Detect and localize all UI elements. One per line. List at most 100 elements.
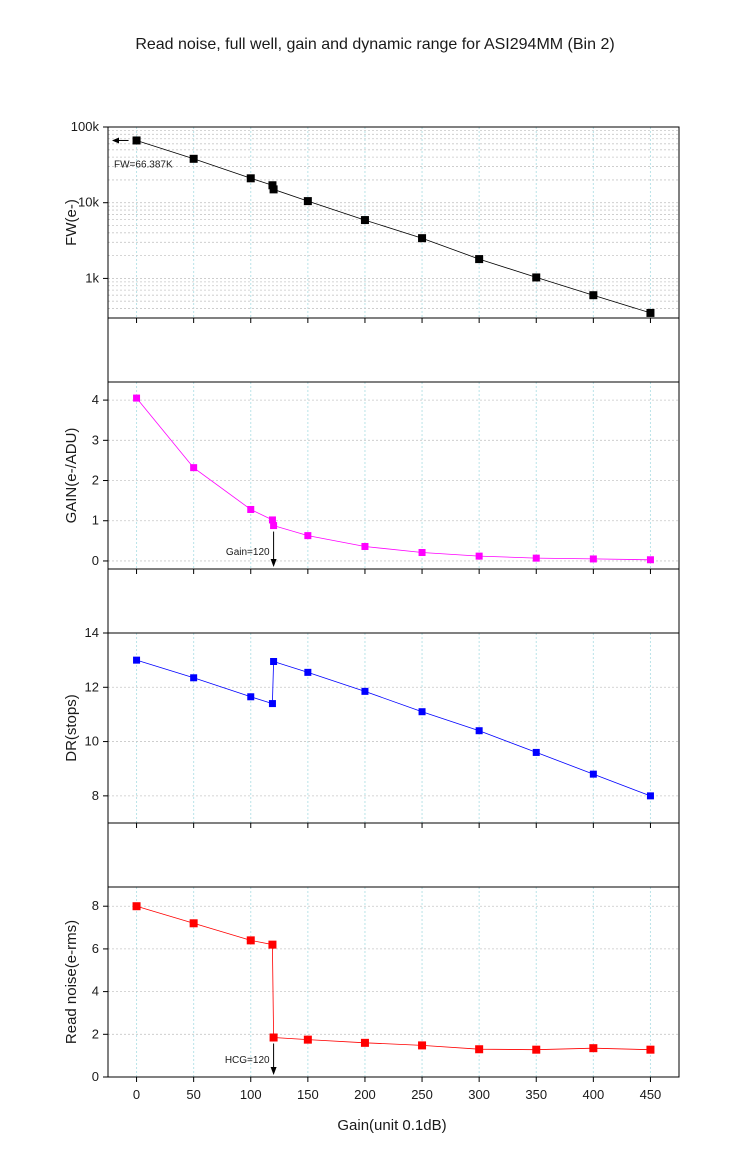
y-tick-label: 10k [78, 195, 99, 210]
x-tick-label: 0 [133, 1087, 140, 1102]
data-point-dr [532, 748, 540, 756]
y-tick-label: 2 [92, 1026, 99, 1041]
data-point-gain [270, 522, 278, 530]
x-tick-labels: 0 50 100 150 200 250 300 350 400 450 [133, 1087, 661, 1102]
data-point-rn [189, 919, 198, 928]
data-point-dr [418, 708, 426, 716]
annotation-arrow-head [270, 559, 277, 567]
panel-frame [107, 886, 680, 1078]
data-point-rn [475, 1045, 484, 1054]
data-point-rn [589, 1044, 598, 1053]
y-tick-label: 12 [85, 679, 99, 694]
data-point-dr [589, 770, 597, 778]
y-tick-label: 1k [85, 270, 99, 285]
y-axis-label-dr: DR(stops) [63, 694, 80, 762]
data-point-dr [270, 658, 278, 665]
data-point-fw [646, 308, 655, 317]
data-point-gain [304, 532, 312, 540]
data-point-dr [133, 656, 141, 664]
data-point-fw [360, 216, 369, 225]
series-line-dr [136, 659, 651, 797]
panel-rn: 0 2 4 6 8 Read noise(e-rms) HCG=120 [63, 886, 680, 1084]
x-tick-label: 250 [411, 1087, 433, 1102]
data-point-fw [268, 181, 277, 190]
x-tick-label: 200 [354, 1087, 376, 1102]
chart-title: Read noise, full well, gain and dynamic … [135, 36, 615, 53]
panel-dr: 8 10 12 14 DR(stops) [63, 625, 680, 828]
y-tick-label: 8 [92, 898, 99, 913]
panel-gain: 0 1 2 3 4 GAIN(e-/ADU) Gain=120 [63, 381, 680, 574]
data-point-gain [589, 555, 597, 563]
data-point-rn [532, 1045, 541, 1054]
y-tick-label: 0 [92, 553, 99, 568]
data-point-fw [246, 174, 255, 183]
y-tick-label: 10 [85, 734, 99, 749]
data-point-rn [132, 902, 141, 911]
data-point-fw [589, 291, 598, 300]
x-tick-label: 450 [640, 1087, 662, 1102]
spacer-panel-frame [107, 317, 680, 383]
annotation-gain: Gain=120 [226, 547, 270, 558]
x-tick-label: 400 [582, 1087, 604, 1102]
x-tick-label: 300 [468, 1087, 490, 1102]
panel-frame [107, 632, 680, 824]
x-tick-label: 350 [525, 1087, 547, 1102]
series-line-fw [136, 140, 651, 314]
data-point-rn [646, 1045, 655, 1054]
data-point-dr [646, 792, 654, 800]
x-tick-label: 100 [240, 1087, 262, 1102]
y-tick-label: 100k [71, 119, 100, 134]
x-tick-label: 50 [186, 1087, 200, 1102]
data-point-fw [532, 273, 541, 282]
data-point-gain [268, 516, 276, 524]
y-tick-label: 4 [92, 984, 99, 999]
data-point-dr [361, 687, 369, 695]
y-tick-label: 0 [92, 1069, 99, 1084]
annotation-arrow-head [270, 1067, 277, 1075]
y-axis-label-rn: Read noise(e-rms) [63, 920, 80, 1044]
data-point-gain [361, 542, 369, 550]
data-point-rn [268, 940, 277, 949]
x-axis-label: Gain(unit 0.1dB) [337, 1117, 446, 1134]
data-point-fw [189, 154, 198, 163]
annotation-rn: HCG=120 [225, 1055, 270, 1066]
data-point-dr [304, 668, 312, 676]
data-point-gain [532, 554, 540, 562]
data-point-gain [646, 556, 654, 564]
series-line-gain [136, 397, 651, 561]
data-point-gain [133, 394, 141, 402]
data-point-fw [475, 255, 484, 264]
data-point-dr [268, 700, 276, 708]
spacer-panel-frame [107, 568, 680, 634]
data-point-fw [132, 136, 141, 145]
data-point-gain [190, 464, 198, 472]
data-point-fw [303, 197, 312, 206]
data-point-fw [418, 234, 427, 243]
y-axis-label-fw: FW(e-) [63, 199, 80, 246]
data-point-rn [360, 1038, 369, 1047]
x-tick-label: 150 [297, 1087, 319, 1102]
data-point-dr [190, 674, 198, 682]
data-point-rn [303, 1035, 312, 1044]
spacer-panel-frame [107, 822, 680, 888]
panel-frame [107, 126, 680, 319]
data-point-rn [418, 1041, 427, 1050]
panel-fw: 1k 10k 100k FW(e-) FW=66.387K [63, 119, 680, 323]
data-point-dr [475, 727, 483, 735]
annotation-fw: FW=66.387K [114, 159, 173, 170]
data-point-rn [246, 936, 255, 945]
y-tick-label: 4 [92, 392, 99, 407]
y-tick-label: 3 [92, 432, 99, 447]
y-tick-label: 14 [85, 625, 99, 640]
data-point-fw [269, 185, 278, 194]
data-point-gain [247, 505, 255, 513]
y-tick-label: 1 [92, 513, 99, 528]
data-point-rn [269, 1033, 278, 1042]
y-tick-label: 6 [92, 941, 99, 956]
panel-frame [107, 381, 680, 570]
data-point-gain [475, 552, 483, 560]
annotation-arrow-head [112, 137, 119, 144]
y-axis-label-gain: GAIN(e-/ADU) [63, 428, 80, 524]
y-tick-label: 8 [92, 788, 99, 803]
